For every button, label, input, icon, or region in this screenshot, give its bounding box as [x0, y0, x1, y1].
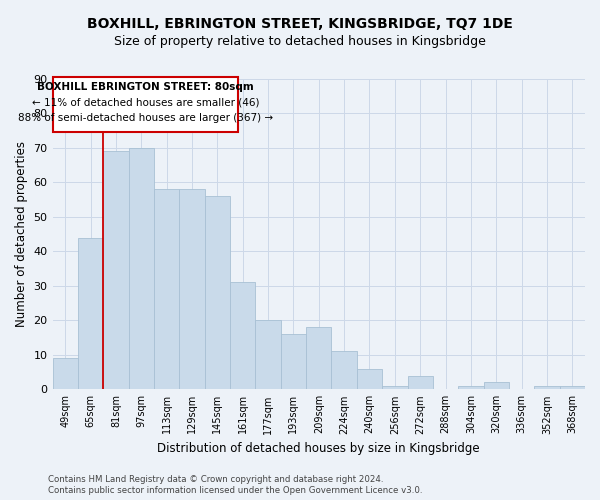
Text: BOXHILL EBRINGTON STREET: 80sqm: BOXHILL EBRINGTON STREET: 80sqm: [37, 82, 254, 92]
X-axis label: Distribution of detached houses by size in Kingsbridge: Distribution of detached houses by size …: [157, 442, 480, 455]
Bar: [281, 334, 306, 390]
Bar: [407, 376, 433, 390]
Y-axis label: Number of detached properties: Number of detached properties: [15, 141, 28, 327]
Text: ← 11% of detached houses are smaller (46): ← 11% of detached houses are smaller (46…: [32, 98, 259, 108]
Bar: [534, 386, 560, 390]
Bar: [128, 148, 154, 390]
FancyBboxPatch shape: [53, 78, 238, 132]
Bar: [560, 386, 585, 390]
Text: BOXHILL, EBRINGTON STREET, KINGSBRIDGE, TQ7 1DE: BOXHILL, EBRINGTON STREET, KINGSBRIDGE, …: [87, 18, 513, 32]
Text: Contains public sector information licensed under the Open Government Licence v3: Contains public sector information licen…: [48, 486, 422, 495]
Bar: [103, 152, 128, 390]
Bar: [357, 368, 382, 390]
Bar: [331, 352, 357, 390]
Bar: [382, 386, 407, 390]
Text: 88% of semi-detached houses are larger (367) →: 88% of semi-detached houses are larger (…: [18, 113, 273, 123]
Bar: [205, 196, 230, 390]
Bar: [179, 190, 205, 390]
Bar: [458, 386, 484, 390]
Bar: [256, 320, 281, 390]
Bar: [78, 238, 103, 390]
Bar: [154, 190, 179, 390]
Text: Contains HM Land Registry data © Crown copyright and database right 2024.: Contains HM Land Registry data © Crown c…: [48, 475, 383, 484]
Bar: [53, 358, 78, 390]
Text: Size of property relative to detached houses in Kingsbridge: Size of property relative to detached ho…: [114, 35, 486, 48]
Bar: [484, 382, 509, 390]
Bar: [230, 282, 256, 390]
Bar: [306, 327, 331, 390]
